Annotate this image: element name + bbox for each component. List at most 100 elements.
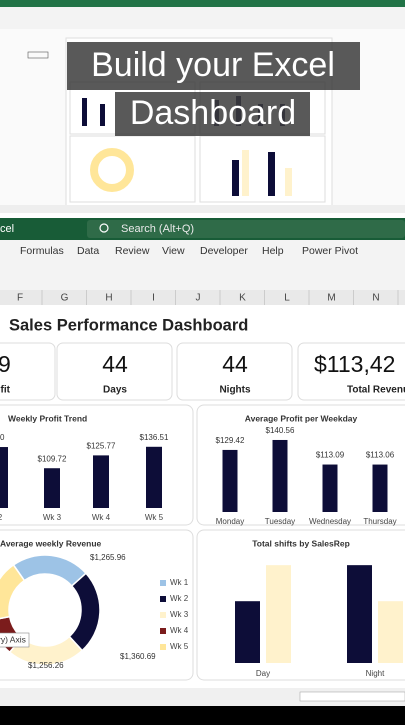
ribbon-tab[interactable]: Review: [115, 245, 150, 257]
ribbon-tab[interactable]: Developer: [200, 245, 248, 257]
kpi-label: Days: [103, 385, 127, 396]
x-tick-label: Day: [256, 669, 270, 678]
overlay-title: Build your Excel: [91, 46, 335, 84]
data-label: $1,360.69: [120, 652, 156, 661]
x-tick-label: 2: [0, 513, 3, 522]
legend-swatch: [160, 596, 166, 602]
bar: [266, 565, 291, 663]
bar: [322, 464, 338, 512]
kpi-label: fit: [1, 385, 11, 396]
mini-tabs: [0, 205, 405, 213]
search-icon: [99, 223, 109, 233]
bar: [0, 447, 8, 508]
data-label: $113.09: [316, 451, 345, 460]
bar: [378, 601, 403, 663]
column-header: L: [284, 293, 290, 304]
kpi-label: Nights: [219, 385, 251, 396]
x-tick-label: Wednesday: [309, 517, 351, 526]
overlay-box: [115, 92, 310, 136]
x-tick-label: Tuesday: [265, 517, 295, 526]
ribbon: [0, 240, 405, 290]
legend-swatch: [160, 612, 166, 618]
data-label: $129.42: [216, 436, 245, 445]
x-tick-label: Wk 5: [145, 513, 164, 522]
bar: [222, 449, 238, 512]
legend-label: Wk 2: [170, 594, 189, 603]
ribbon-tab[interactable]: Help: [262, 245, 284, 257]
data-label: $1,256.26: [28, 661, 64, 670]
tooltip: [0, 632, 30, 648]
legend-swatch: [160, 644, 166, 650]
ribbon-tab[interactable]: View: [162, 245, 185, 257]
mini-titlebar: [0, 0, 405, 7]
donut-segment: [0, 563, 26, 620]
chart-card: [196, 529, 405, 681]
ribbon-tab[interactable]: Power Pivot: [302, 245, 358, 257]
column-header: J: [196, 293, 201, 304]
data-label: 20: [0, 433, 5, 442]
scroll-thumb[interactable]: [299, 691, 405, 702]
column-header: K: [239, 293, 246, 304]
column-header-bar: [0, 290, 405, 305]
column-header: N: [372, 293, 379, 304]
app-title: cel: [0, 223, 14, 235]
x-tick-label: Thursday: [363, 517, 396, 526]
chart-title: Average weekly Revenue: [0, 538, 102, 548]
gap: [0, 213, 405, 218]
search-box[interactable]: [87, 220, 405, 238]
kpi-card: [176, 342, 293, 401]
kpi-label: Total Revenu: [347, 385, 405, 396]
kpi-card: [297, 342, 405, 401]
bar: [235, 601, 260, 663]
bar: [272, 439, 288, 512]
x-tick-label: Night: [366, 669, 385, 678]
data-label: $113.06: [366, 451, 395, 460]
kpi-value: $113,42: [314, 351, 395, 377]
column-header: I: [152, 293, 155, 304]
column-header: F: [17, 293, 23, 304]
dashboard-title: Sales Performance Dashboard: [9, 316, 248, 334]
search-label[interactable]: Search (Alt+Q): [121, 223, 194, 235]
data-label: $125.77: [87, 441, 116, 450]
kpi-card: [0, 342, 56, 401]
overlay-title: Dashboard: [130, 94, 296, 132]
ribbon-tab[interactable]: Data: [77, 245, 99, 257]
x-tick-label: Wk 3: [43, 513, 62, 522]
chart-title: Weekly Profit Trend: [8, 413, 87, 423]
legend-label: Wk 4: [170, 626, 189, 635]
column-header: M: [327, 293, 335, 304]
data-label: $136.51: [140, 433, 169, 442]
data-label: $140.56: [266, 426, 295, 435]
mini-cell: [27, 51, 49, 59]
mini-donut: [90, 148, 134, 192]
kpi-value: 44: [102, 351, 128, 377]
mini-bar: [285, 168, 292, 196]
kpi-card: [56, 342, 173, 401]
bar: [93, 455, 109, 508]
mini-bar: [242, 150, 249, 196]
legend-label: Wk 5: [170, 642, 189, 651]
kpi-value: 99: [0, 351, 11, 377]
x-tick-label: Wk 4: [92, 513, 111, 522]
column-header: H: [105, 293, 112, 304]
legend-swatch: [160, 580, 166, 586]
legend-label: Wk 1: [170, 578, 189, 587]
bar: [146, 446, 162, 508]
chart-card: [196, 404, 405, 526]
data-label: $1,265.96: [90, 553, 126, 562]
chart-title: Total shifts by SalesRep: [252, 538, 350, 548]
bar: [44, 468, 60, 508]
kpi-value: 44: [222, 351, 248, 377]
ribbon-tab[interactable]: Formulas: [20, 245, 64, 257]
mini-ribbon: [0, 7, 405, 29]
overlay-box: [67, 42, 360, 90]
data-label: $109.72: [38, 454, 67, 463]
mini-chart: [199, 135, 326, 203]
x-tick-label: Monday: [216, 517, 244, 526]
tooltip-text: ry) Axis: [0, 634, 26, 644]
bar: [372, 464, 388, 512]
legend-swatch: [160, 628, 166, 634]
legend-label: Wk 3: [170, 610, 189, 619]
